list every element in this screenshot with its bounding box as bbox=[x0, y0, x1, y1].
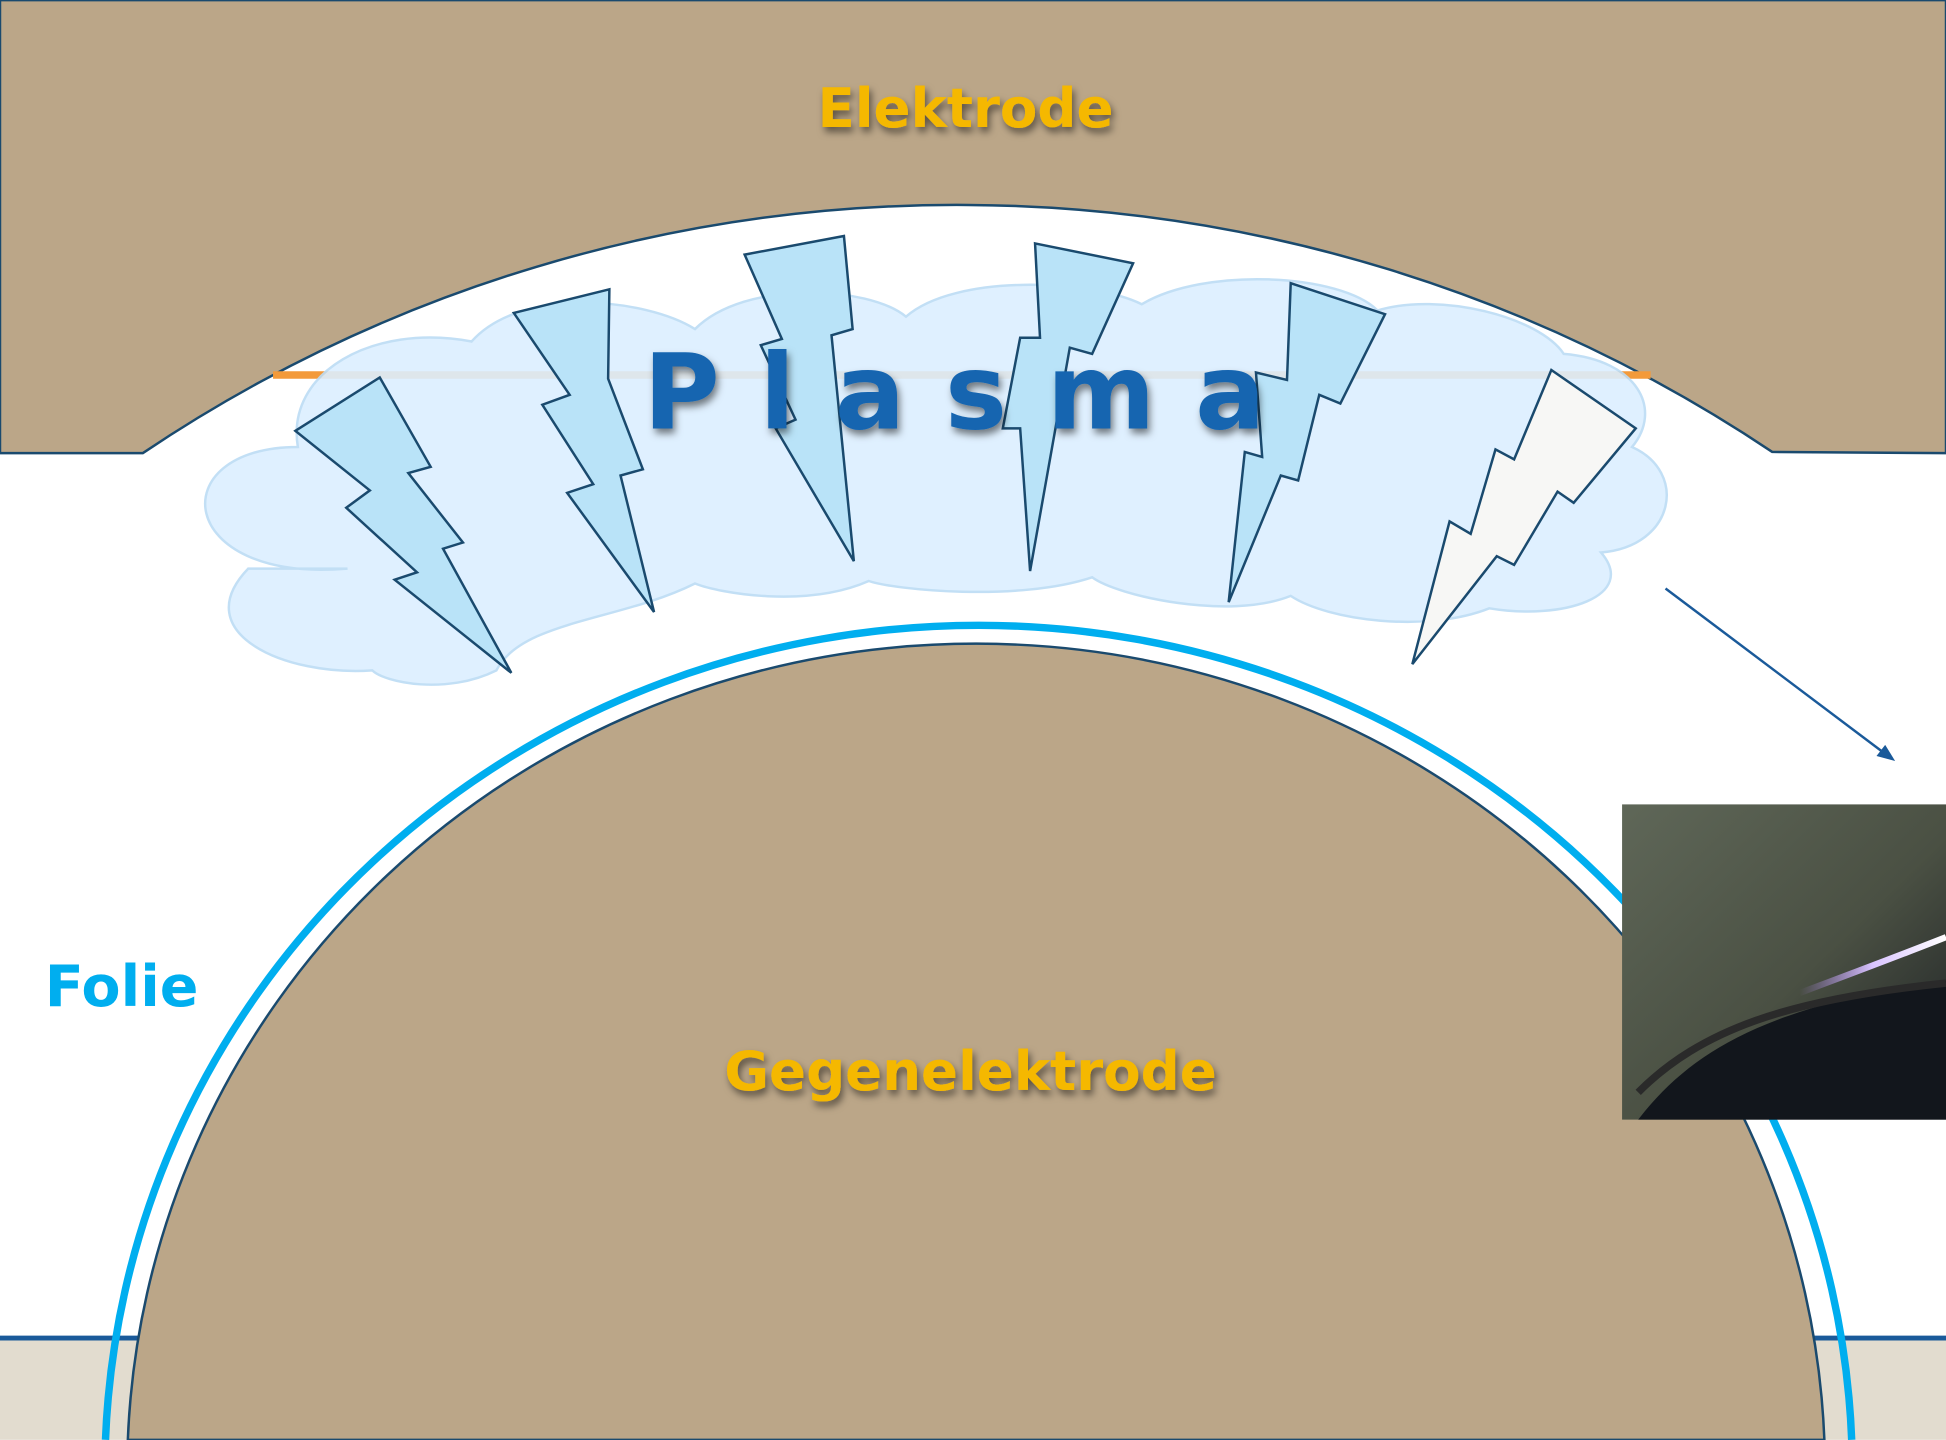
diagram: Elektrode Plasma Folie Gegenelektrode bbox=[0, 0, 1946, 1440]
plasma-label: Plasma bbox=[643, 332, 1305, 454]
foil-label: Folie bbox=[45, 954, 199, 1020]
arrow-head bbox=[1877, 745, 1896, 761]
counter-electrode-label: Gegenelektrode bbox=[724, 1039, 1217, 1103]
electrode-label: Elektrode bbox=[818, 76, 1114, 140]
photo-inset bbox=[1622, 804, 1946, 1119]
arrow bbox=[1666, 588, 1887, 754]
